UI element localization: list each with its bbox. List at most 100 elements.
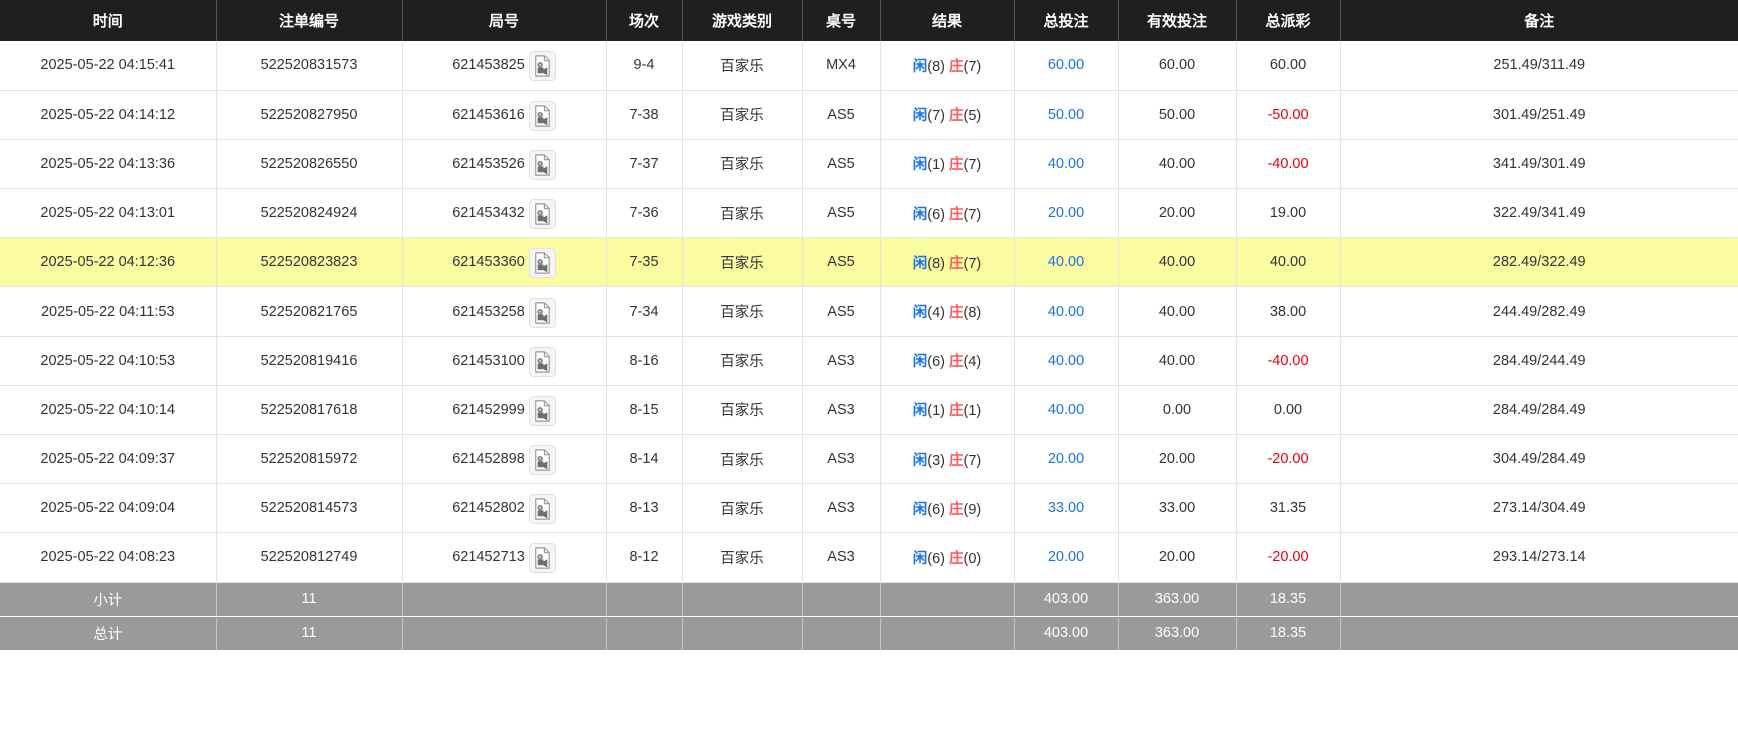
cell-table-no: AS3 (802, 532, 881, 583)
banker-points: (1) (963, 403, 982, 420)
session-text: 7-38 (629, 106, 659, 123)
bet-id-text: 522520827950 (260, 106, 358, 123)
cell-table-no: MX4 (802, 41, 881, 91)
video-replay-icon[interactable] (528, 494, 556, 525)
summary-total-payout-text: 18.35 (1269, 625, 1307, 642)
table-row[interactable]: 2025-05-22 04:10:14 522520817618 621452999… (0, 385, 1738, 436)
column-header-total-bet[interactable]: 总投注 (1014, 0, 1119, 41)
player-label: 闲 (912, 305, 928, 322)
cell-session: 7-38 (606, 90, 683, 140)
total-payout-amount: -40.00 (1267, 352, 1309, 369)
summary-valid-bet: 363.00 (1118, 582, 1237, 617)
video-replay-icon[interactable] (528, 248, 556, 279)
note-text: 273.14/304.49 (1492, 500, 1586, 517)
cell-time: 2025-05-22 04:14:12 (0, 90, 217, 140)
cell-result: 闲(7) 庄(5) (880, 90, 1015, 140)
column-header-result[interactable]: 结果 (880, 0, 1015, 41)
banker-points: (0) (963, 550, 982, 567)
total-bet-amount[interactable]: 20.00 (1047, 549, 1085, 566)
video-replay-icon[interactable] (528, 445, 556, 476)
table-row[interactable]: 2025-05-22 04:13:01 522520824924 621453432… (0, 188, 1738, 239)
column-header-total-payout[interactable]: 总派彩 (1236, 0, 1341, 41)
game-type-text: 百家乐 (720, 255, 764, 272)
cell-total-bet: 40.00 (1014, 336, 1119, 386)
column-header-valid-bet[interactable]: 有效投注 (1118, 0, 1237, 41)
table-row[interactable]: 2025-05-22 04:08:23 522520812749 621452713… (0, 532, 1738, 583)
column-header-bet-id[interactable]: 注单编号 (216, 0, 403, 41)
cell-note: 304.49/284.49 (1340, 434, 1738, 485)
cell-session: 8-12 (606, 532, 683, 583)
player-label: 闲 (912, 550, 928, 567)
column-header-table-no[interactable]: 桌号 (802, 0, 881, 41)
banker-label: 庄 (949, 354, 964, 371)
cell-valid-bet: 40.00 (1118, 237, 1237, 288)
player-label: 闲 (912, 403, 928, 420)
column-header-session[interactable]: 场次 (606, 0, 683, 41)
table-body: 2025-05-22 04:15:41 522520831573 621453825… (0, 41, 1738, 583)
total-bet-amount[interactable]: 50.00 (1047, 106, 1085, 123)
summary-table-no (802, 616, 881, 651)
bet-id-text: 522520831573 (260, 57, 358, 74)
video-replay-icon[interactable] (528, 100, 556, 131)
column-header-round-no[interactable]: 局号 (402, 0, 607, 41)
total-bet-amount[interactable]: 40.00 (1047, 303, 1085, 320)
table-row[interactable]: 2025-05-22 04:10:53 522520819416 621453100… (0, 336, 1738, 386)
total-bet-amount[interactable]: 20.00 (1047, 205, 1085, 222)
video-replay-icon[interactable] (528, 51, 556, 82)
session-text: 8-16 (629, 352, 659, 369)
round-no-text: 621453616 (452, 106, 525, 123)
video-replay-icon[interactable] (528, 150, 556, 180)
total-payout-amount: 40.00 (1269, 254, 1307, 271)
table-row[interactable]: 2025-05-22 04:09:04 522520814573 621452802… (0, 483, 1738, 534)
total-bet-amount[interactable]: 33.00 (1047, 500, 1085, 517)
total-bet-amount[interactable]: 40.00 (1047, 401, 1085, 418)
column-header-game-type[interactable]: 游戏类别 (682, 0, 803, 41)
total-bet-amount[interactable]: 60.00 (1047, 57, 1085, 74)
player-label: 闲 (912, 501, 928, 518)
table-row[interactable]: 2025-05-22 04:11:53 522520821765 621453258… (0, 286, 1738, 337)
video-replay-icon[interactable] (528, 543, 556, 574)
banker-label: 庄 (949, 255, 964, 272)
banker-points: (5) (963, 108, 982, 125)
cell-game-type: 百家乐 (682, 90, 803, 140)
video-replay-icon[interactable] (528, 346, 556, 377)
summary-valid-bet: 363.00 (1118, 616, 1237, 651)
total-bet-amount[interactable]: 40.00 (1047, 352, 1085, 369)
valid-bet-amount: 20.00 (1158, 205, 1196, 222)
total-bet-amount[interactable]: 40.00 (1047, 254, 1085, 271)
summary-round-no (402, 616, 607, 651)
column-header-note[interactable]: 备注 (1340, 0, 1738, 41)
valid-bet-amount: 33.00 (1158, 500, 1196, 517)
player-label: 闲 (912, 58, 928, 75)
player-points: (1) (927, 403, 945, 420)
game-type-text: 百家乐 (720, 403, 764, 420)
column-header-time[interactable]: 时间 (0, 0, 217, 41)
table-row[interactable]: 2025-05-22 04:15:41 522520831573 621453825… (0, 41, 1738, 91)
cell-time: 2025-05-22 04:10:14 (0, 385, 217, 436)
table-row[interactable]: 2025-05-22 04:14:12 522520827950 621453616… (0, 90, 1738, 140)
total-payout-amount: -20.00 (1267, 451, 1309, 468)
total-bet-amount[interactable]: 20.00 (1047, 451, 1085, 468)
cell-game-type: 百家乐 (682, 483, 803, 534)
summary-session (606, 616, 683, 651)
cell-total-bet: 40.00 (1014, 286, 1119, 337)
cell-note: 284.49/284.49 (1340, 385, 1738, 436)
summary-row: 总计 11 403.00 363.00 18.35 (0, 616, 1738, 651)
cell-round-no: 621453825 (402, 41, 607, 91)
video-replay-icon[interactable] (528, 395, 556, 426)
table-row[interactable]: 2025-05-22 04:13:36 522520826550 621453526… (0, 139, 1738, 190)
table-row[interactable]: 2025-05-22 04:12:36 522520823823 621453360… (0, 237, 1738, 288)
player-points: (6) (927, 206, 945, 223)
banker-label: 庄 (949, 305, 964, 322)
video-replay-icon[interactable] (528, 199, 556, 230)
cell-total-bet: 40.00 (1014, 237, 1119, 288)
table-row[interactable]: 2025-05-22 04:09:37 522520815972 621452898… (0, 434, 1738, 485)
round-no-text: 621453432 (452, 205, 525, 222)
total-payout-amount: 19.00 (1269, 205, 1307, 222)
video-replay-icon[interactable] (528, 297, 556, 328)
time-text: 2025-05-22 04:11:53 (40, 303, 175, 320)
summary-total-payout: 18.35 (1236, 616, 1341, 651)
player-points: (8) (927, 255, 945, 272)
total-bet-amount[interactable]: 40.00 (1047, 155, 1085, 172)
time-text: 2025-05-22 04:09:04 (40, 500, 176, 517)
